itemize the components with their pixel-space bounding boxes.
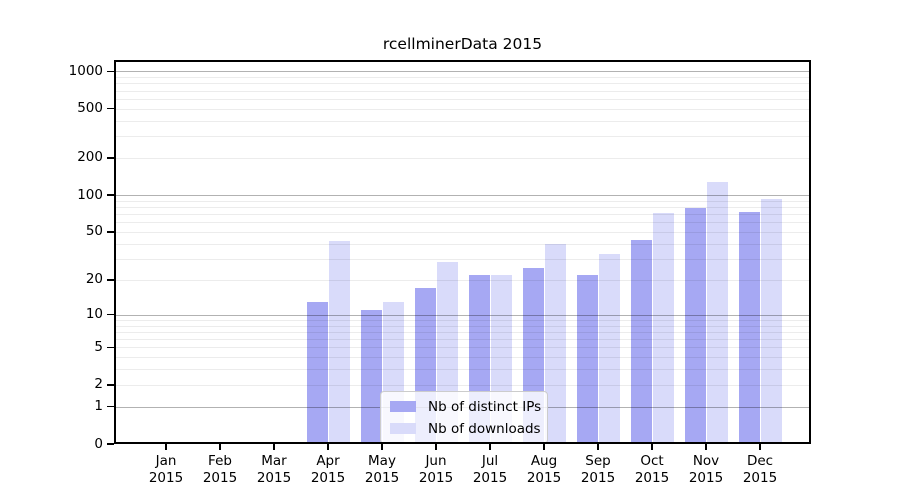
x-tick bbox=[165, 444, 167, 450]
y-tick bbox=[107, 443, 114, 445]
y-tick bbox=[107, 157, 114, 159]
minor-gridline bbox=[114, 279, 811, 281]
y-tick bbox=[107, 405, 114, 408]
minor-gridline bbox=[114, 157, 811, 159]
y-tick-label: 0 bbox=[94, 435, 103, 452]
plot-border-left bbox=[114, 60, 116, 444]
x-tick bbox=[273, 444, 275, 450]
legend-swatch-downloads bbox=[390, 423, 416, 434]
x-tick-label-may: May 2015 bbox=[364, 453, 400, 486]
y-tick-label: 20 bbox=[85, 271, 103, 288]
minor-gridline bbox=[114, 214, 811, 216]
y-tick-label: 500 bbox=[77, 100, 103, 117]
legend: Nb of distinct IPs Nb of downloads bbox=[380, 391, 548, 444]
x-tick bbox=[435, 444, 437, 450]
y-tick-label: 50 bbox=[85, 223, 103, 240]
y-tick bbox=[107, 279, 114, 281]
minor-gridline bbox=[114, 258, 811, 260]
y-tick-label: 1000 bbox=[68, 62, 103, 79]
minor-gridline bbox=[114, 120, 811, 122]
y-tick bbox=[107, 194, 114, 196]
bar-apr-downloads bbox=[328, 241, 350, 444]
bar-may-distinct-ips bbox=[360, 310, 382, 444]
x-tick bbox=[327, 444, 329, 450]
y-tick-label: 100 bbox=[77, 186, 103, 203]
x-tick-label-mar: Mar 2015 bbox=[256, 453, 292, 486]
x-tick bbox=[705, 444, 707, 450]
x-tick-label-jan: Jan 2015 bbox=[148, 453, 184, 486]
major-gridline bbox=[114, 314, 811, 316]
minor-gridline bbox=[114, 222, 811, 224]
minor-gridline bbox=[114, 339, 811, 340]
minor-gridline bbox=[114, 77, 811, 78]
x-tick bbox=[489, 444, 491, 450]
minor-gridline bbox=[114, 357, 811, 359]
legend-row: Nb of distinct IPs bbox=[390, 398, 542, 415]
x-tick-label-jul: Jul 2015 bbox=[472, 453, 508, 486]
major-gridline bbox=[114, 71, 811, 73]
plot-border-top bbox=[114, 60, 811, 62]
minor-gridline bbox=[114, 200, 811, 202]
y-tick-label: 1 bbox=[94, 398, 103, 415]
y-tick bbox=[107, 107, 114, 110]
minor-gridline bbox=[114, 243, 811, 245]
x-tick-label-feb: Feb 2015 bbox=[202, 453, 238, 486]
minor-gridline bbox=[114, 319, 811, 321]
x-tick bbox=[651, 444, 653, 450]
bar-oct-downloads bbox=[652, 212, 674, 444]
minor-gridline bbox=[114, 331, 811, 333]
minor-gridline bbox=[114, 325, 811, 327]
x-tick bbox=[597, 444, 599, 450]
bar-aug-downloads bbox=[544, 243, 566, 444]
bar-oct-distinct-ips bbox=[630, 239, 652, 444]
y-tick bbox=[107, 346, 114, 349]
major-gridline bbox=[114, 195, 811, 197]
y-tick bbox=[107, 231, 114, 233]
minor-gridline bbox=[114, 136, 811, 138]
x-tick bbox=[759, 444, 761, 450]
plot-border-bottom bbox=[114, 442, 811, 444]
y-tick bbox=[107, 313, 114, 316]
bar-sep-distinct-ips bbox=[576, 274, 598, 444]
x-tick-label-oct: Oct 2015 bbox=[634, 453, 670, 486]
y-tick-label: 10 bbox=[85, 306, 103, 323]
x-tick-label-jun: Jun 2015 bbox=[418, 453, 454, 486]
minor-gridline bbox=[114, 83, 811, 85]
plot-border-right bbox=[809, 60, 811, 444]
minor-gridline bbox=[114, 108, 811, 110]
x-tick-label-aug: Aug 2015 bbox=[526, 453, 562, 486]
minor-gridline bbox=[114, 207, 811, 208]
x-tick-label-nov: Nov 2015 bbox=[688, 453, 724, 486]
y-tick bbox=[107, 70, 114, 73]
y-tick-label: 2 bbox=[94, 376, 103, 393]
chart-title: rcellminerData 2015 bbox=[382, 35, 543, 53]
minor-gridline bbox=[114, 347, 811, 349]
plot-area: Nb of distinct IPs Nb of downloads bbox=[114, 60, 811, 444]
minor-gridline bbox=[114, 384, 811, 386]
x-tick bbox=[381, 444, 383, 450]
x-tick bbox=[219, 444, 221, 450]
legend-label-downloads: Nb of downloads bbox=[428, 420, 541, 437]
minor-gridline bbox=[114, 231, 811, 233]
y-tick-label: 200 bbox=[77, 149, 103, 166]
legend-label-distinct-ips: Nb of distinct IPs bbox=[428, 398, 542, 415]
bar-dec-downloads bbox=[760, 198, 782, 444]
minor-gridline bbox=[114, 90, 811, 92]
x-tick-label-dec: Dec 2015 bbox=[742, 453, 778, 486]
legend-row: Nb of downloads bbox=[390, 420, 541, 437]
x-tick-label-apr: Apr 2015 bbox=[310, 453, 346, 486]
bar-nov-downloads bbox=[706, 181, 728, 444]
x-tick-label-sep: Sep 2015 bbox=[580, 453, 616, 486]
y-tick-label: 5 bbox=[94, 338, 103, 355]
minor-gridline bbox=[114, 369, 811, 371]
bar-nov-distinct-ips bbox=[684, 208, 706, 444]
y-tick bbox=[107, 384, 114, 386]
minor-gridline bbox=[114, 98, 811, 100]
legend-swatch-distinct-ips bbox=[390, 401, 416, 412]
bar-dec-distinct-ips bbox=[738, 211, 760, 444]
x-tick bbox=[543, 444, 545, 450]
bar-apr-distinct-ips bbox=[306, 301, 328, 444]
bar-sep-downloads bbox=[598, 253, 620, 444]
